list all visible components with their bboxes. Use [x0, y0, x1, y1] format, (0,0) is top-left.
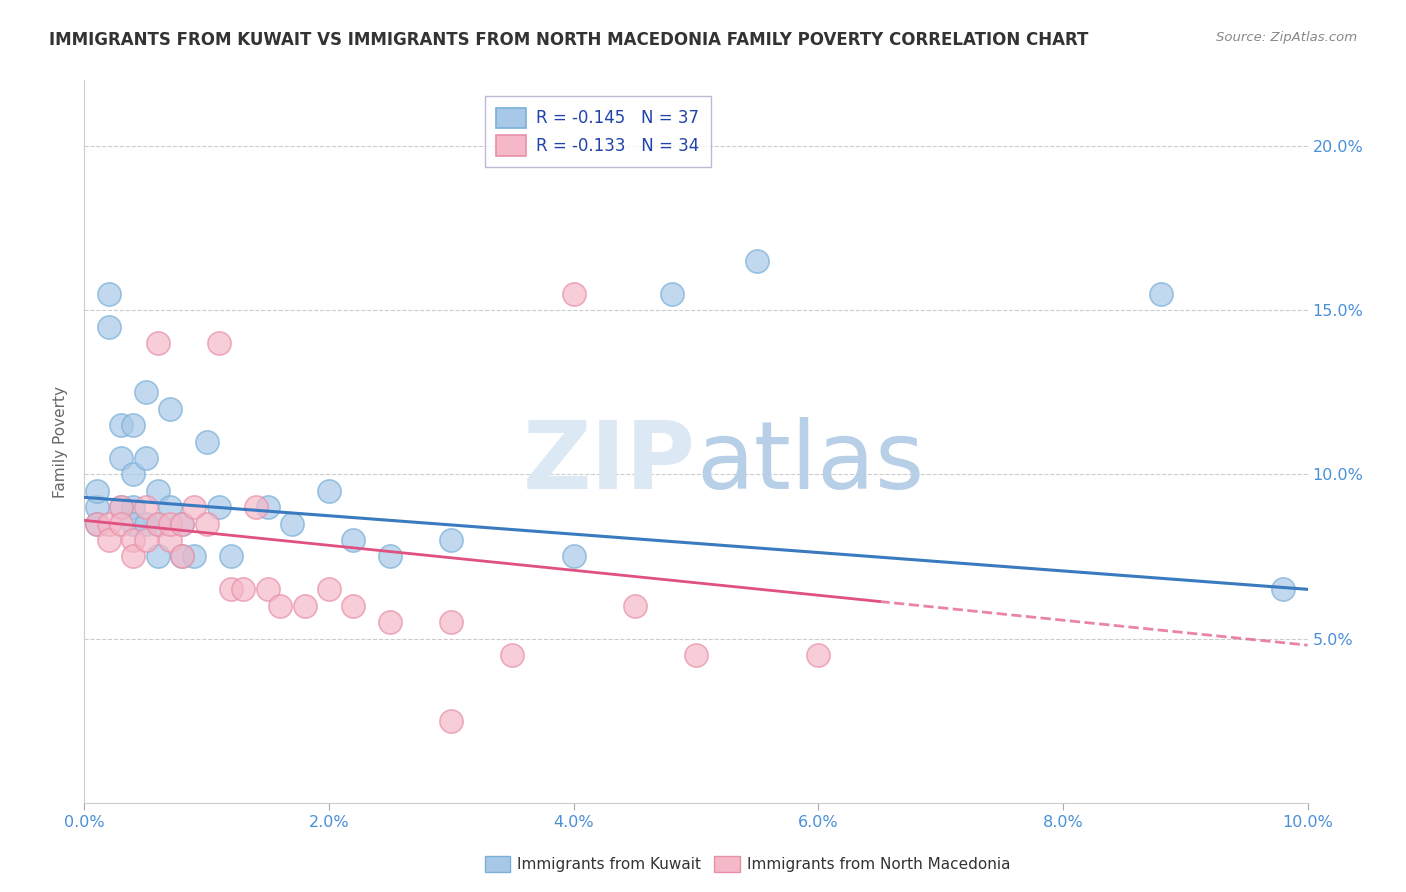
Point [97, 286, 120, 301]
Point [146, 516, 169, 531]
Point [135, 500, 157, 515]
Point [208, 336, 231, 351]
Point [86, 483, 108, 498]
Point [257, 582, 280, 597]
Point [159, 500, 181, 515]
Y-axis label: Family Poverty: Family Poverty [53, 385, 69, 498]
Point [110, 418, 132, 433]
Point [122, 500, 145, 515]
Point [135, 516, 157, 531]
Text: IMMIGRANTS FROM KUWAIT VS IMMIGRANTS FROM NORTH MACEDONIA FAMILY POVERTY CORRELA: IMMIGRANTS FROM KUWAIT VS IMMIGRANTS FRO… [49, 31, 1088, 49]
Point [502, 648, 524, 662]
Text: ZIP: ZIP [523, 417, 696, 509]
Point [86, 516, 108, 531]
Point [97, 533, 120, 547]
Point [195, 434, 218, 449]
Legend: R = -0.145   N = 37, R = -0.133   N = 34: R = -0.145 N = 37, R = -0.133 N = 34 [485, 95, 711, 168]
Point [232, 582, 254, 597]
Point [1272, 582, 1295, 597]
Point [110, 500, 132, 515]
Point [281, 516, 304, 531]
Point [245, 500, 267, 515]
Point [685, 648, 707, 662]
Point [159, 401, 181, 416]
Point [146, 516, 169, 531]
Point [562, 549, 585, 564]
Point [146, 549, 169, 564]
Point [294, 599, 316, 613]
Text: Source: ZipAtlas.com: Source: ZipAtlas.com [1216, 31, 1357, 45]
Point [135, 385, 157, 400]
Point [122, 418, 145, 433]
Point [624, 599, 647, 613]
Point [219, 549, 242, 564]
Point [562, 286, 585, 301]
Point [195, 516, 218, 531]
Point [122, 549, 145, 564]
Point [122, 467, 145, 482]
Point [97, 516, 120, 531]
Point [146, 483, 169, 498]
Point [318, 582, 340, 597]
Point [172, 516, 194, 531]
Point [97, 319, 120, 334]
Point [440, 615, 463, 630]
Point [380, 549, 402, 564]
Point [342, 599, 364, 613]
Point [159, 533, 181, 547]
Point [159, 516, 181, 531]
Text: Immigrants from North Macedonia: Immigrants from North Macedonia [747, 857, 1010, 871]
Point [172, 516, 194, 531]
Point [380, 615, 402, 630]
Point [110, 516, 132, 531]
Point [183, 549, 205, 564]
Point [318, 483, 340, 498]
Point [269, 599, 291, 613]
Point [172, 549, 194, 564]
Point [183, 500, 205, 515]
Point [122, 533, 145, 547]
Point [110, 500, 132, 515]
Point [135, 450, 157, 465]
Point [86, 516, 108, 531]
Text: atlas: atlas [696, 417, 924, 509]
Text: Immigrants from Kuwait: Immigrants from Kuwait [517, 857, 702, 871]
Point [440, 714, 463, 728]
Point [208, 500, 231, 515]
Point [122, 516, 145, 531]
Point [86, 500, 108, 515]
Point [146, 336, 169, 351]
Point [135, 533, 157, 547]
Point [110, 450, 132, 465]
Point [257, 500, 280, 515]
Point [661, 286, 683, 301]
Point [172, 549, 194, 564]
Point [807, 648, 830, 662]
Point [747, 253, 769, 268]
Point [219, 582, 242, 597]
Point [440, 533, 463, 547]
Point [1150, 286, 1173, 301]
Point [342, 533, 364, 547]
